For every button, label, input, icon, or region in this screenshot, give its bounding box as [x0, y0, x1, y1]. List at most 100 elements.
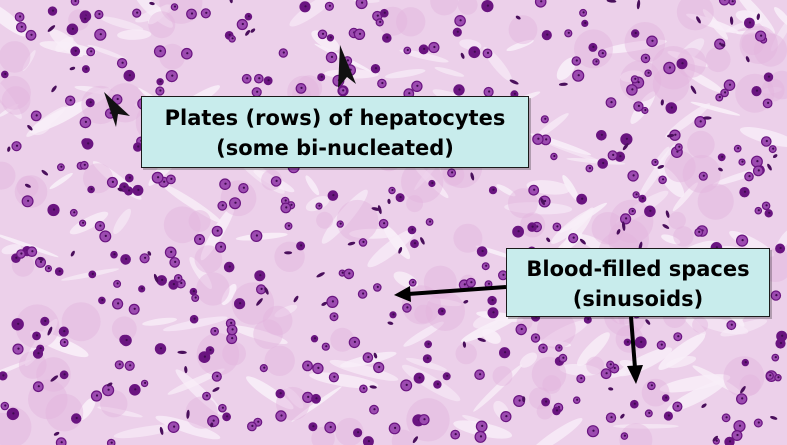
nucleolus — [625, 137, 629, 140]
nucleolus — [609, 363, 612, 366]
sinusoid — [666, 356, 697, 368]
nucleolus — [205, 11, 208, 14]
nucleolus — [610, 101, 613, 104]
cytoplasm-patch — [406, 195, 424, 213]
cytoplasm-patch — [274, 241, 305, 272]
nucleolus — [654, 160, 657, 163]
nucleolus — [212, 419, 215, 422]
nucleolus — [492, 188, 495, 191]
nucleolus — [180, 281, 183, 285]
nucleolus — [121, 61, 124, 64]
nucleolus — [52, 208, 56, 211]
sinusoid — [556, 57, 577, 81]
cytoplasm-patch — [687, 130, 715, 159]
sinusoid — [576, 332, 610, 367]
nucleolus — [504, 351, 507, 354]
nucleolus — [644, 108, 647, 112]
kupffer-nucleus — [70, 250, 75, 257]
cytoplasm-patch — [676, 0, 714, 31]
nucleolus — [412, 281, 415, 284]
nucleolus — [610, 416, 613, 419]
nucleolus — [20, 25, 23, 28]
sinusoid — [189, 256, 213, 290]
kupffer-nucleus — [264, 287, 269, 295]
nucleolus — [37, 385, 40, 388]
sinusoid — [289, 0, 336, 27]
nucleolus — [15, 144, 19, 147]
nucleolus — [313, 337, 317, 340]
nucleolus — [173, 425, 176, 428]
sinusoid — [637, 144, 676, 200]
sinusoid — [559, 363, 601, 376]
nucleolus — [677, 335, 680, 338]
sinusoids-label-line2: (sinusoids) — [572, 287, 704, 311]
cytoplasm-patch — [111, 316, 137, 342]
nucleolus — [562, 356, 565, 359]
nucleolus — [170, 177, 173, 180]
sinusoid — [428, 298, 462, 307]
sinusoid — [712, 167, 767, 186]
kupffer-nucleus — [546, 237, 551, 243]
nucleolus — [545, 400, 548, 403]
kupffer-nucleus — [177, 350, 187, 355]
nucleolus — [488, 90, 491, 93]
nucleolus — [357, 431, 360, 434]
cytoplasm-patch — [508, 15, 538, 45]
nucleolus — [545, 138, 548, 141]
sinusoid — [113, 208, 132, 235]
nucleolus — [220, 245, 223, 248]
nucleolus — [157, 176, 160, 179]
kupffer-nucleus — [477, 337, 486, 342]
nucleolus — [491, 299, 494, 302]
nucleolus — [85, 67, 88, 70]
nucleolus — [386, 36, 389, 39]
nucleolus — [170, 250, 173, 253]
nucleus — [355, 0, 368, 10]
nucleolus — [423, 47, 426, 51]
nucleolus — [320, 75, 323, 78]
nucleolus — [247, 15, 250, 18]
nucleolus — [117, 302, 120, 305]
kupffer-nucleus — [718, 167, 723, 172]
nucleolus — [17, 322, 20, 325]
nucleolus — [513, 92, 517, 95]
nucleolus — [330, 55, 334, 59]
nucleolus — [774, 356, 777, 359]
kupffer-nucleus — [153, 273, 159, 283]
nucleolus — [35, 114, 38, 117]
nucleolus — [665, 396, 668, 399]
kupffer-nucleus — [462, 341, 467, 348]
nucleolus — [224, 182, 227, 185]
cytoplasm-patch — [542, 375, 562, 394]
nucleolus — [555, 409, 559, 412]
nucleolus — [214, 329, 217, 332]
kupffer-nucleus — [27, 124, 33, 131]
nucleolus — [634, 31, 637, 35]
sinusoid — [504, 202, 573, 215]
kupffer-nucleus — [37, 257, 44, 261]
nucleolus — [728, 83, 732, 86]
nucleolus — [51, 9, 55, 12]
sinusoid — [162, 316, 228, 332]
sinusoid — [291, 386, 342, 422]
kupffer-nucleus — [470, 172, 475, 181]
nucleolus — [584, 21, 587, 24]
cytoplasm-patch — [641, 378, 670, 407]
nucleolus — [741, 239, 744, 242]
sinusoid — [690, 101, 741, 116]
nucleolus — [381, 81, 384, 85]
nucleolus — [116, 97, 119, 101]
kupffer-nucleus — [657, 164, 665, 169]
sinusoid — [399, 49, 449, 63]
nucleolus — [418, 376, 421, 379]
nucleolus — [757, 421, 760, 424]
nucleolus — [567, 31, 570, 34]
kupffer-nucleus — [463, 300, 469, 304]
sinusoid — [496, 184, 516, 197]
nucleolus — [216, 229, 219, 232]
nucleolus — [633, 402, 636, 405]
nucleolus — [553, 154, 556, 158]
sinusoid — [349, 228, 396, 239]
cytoplasm-patch — [652, 66, 690, 103]
cytoplasm-patch — [336, 199, 379, 242]
